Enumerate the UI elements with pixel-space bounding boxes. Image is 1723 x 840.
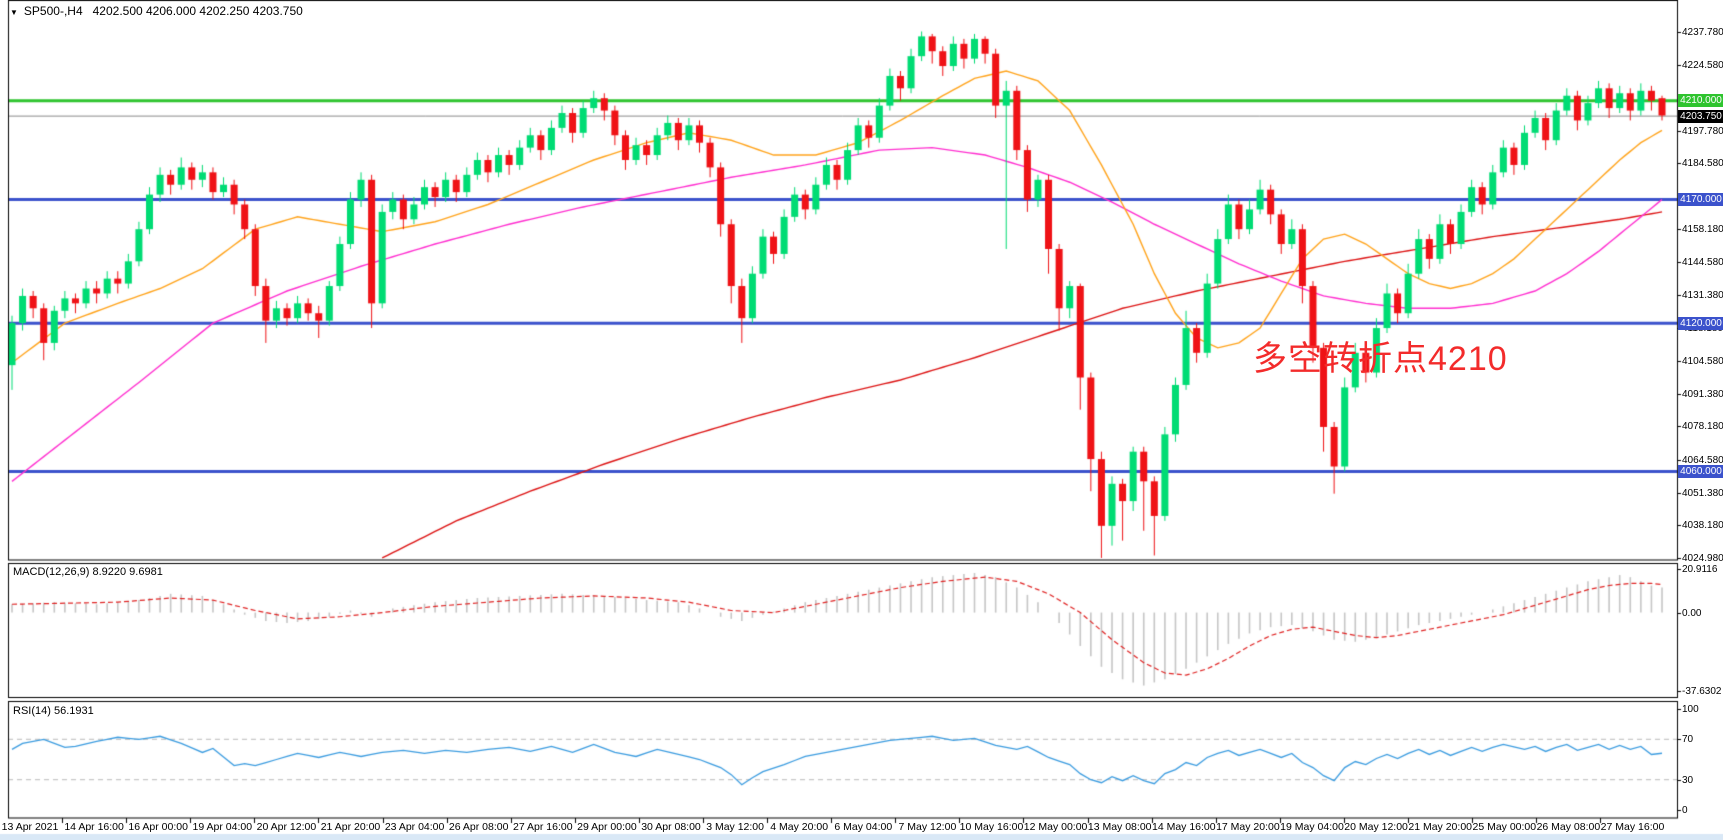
price-axis-tick: 4224.580	[1682, 59, 1723, 71]
time-axis-label: 23 Apr 04:00	[384, 821, 445, 833]
price-axis-tick: 4051.380	[1682, 487, 1723, 499]
time-axis-label: 16 Apr 00:00	[128, 821, 188, 833]
rsi-indicator-label: RSI(14) 56.1931	[13, 705, 94, 717]
time-axis-label: 7 May 12:00	[898, 821, 957, 833]
level-price-tag[interactable]: 4060.000	[1678, 464, 1723, 478]
time-axis-label: 21 Apr 20:00	[320, 821, 381, 833]
time-axis-label: 25 May 00:00	[1472, 821, 1537, 833]
time-axis-label: 29 Apr 00:00	[577, 821, 637, 833]
macd-axis-tick: 20.9116	[1682, 564, 1718, 576]
rsi-axis-tick: 0	[1682, 805, 1688, 816]
level-price-tag[interactable]: 4170.000	[1678, 193, 1723, 207]
price-axis-tick: 4078.180	[1682, 421, 1723, 433]
macd-axis-tick: 0.00	[1682, 607, 1702, 619]
time-axis-label: 12 May 00:00	[1023, 821, 1088, 833]
price-axis-tick: 4237.780	[1682, 27, 1723, 38]
time-axis-label: 27 May 16:00	[1600, 821, 1665, 833]
level-price-tag[interactable]: 4210.000	[1678, 94, 1723, 108]
time-axis-label: 17 May 20:00	[1216, 821, 1280, 833]
time-axis-label: 20 May 12:00	[1344, 821, 1408, 833]
current-price-tag[interactable]: 4203.750	[1678, 109, 1723, 123]
time-axis-label: 26 May 08:00	[1536, 821, 1601, 833]
price-axis-tick: 4104.580	[1682, 356, 1723, 368]
time-axis-label: 3 May 12:00	[706, 821, 764, 833]
level-price-tag[interactable]: 4120.000	[1678, 316, 1723, 330]
rsi-axis-tick: 30	[1682, 774, 1694, 786]
ohlc-values: 4202.500 4206.000 4202.250 4203.750	[92, 4, 303, 18]
rsi-axis-tick: 100	[1682, 704, 1699, 715]
chart-header: ▼ SP500-,H4 4202.500 4206.000 4202.250 420…	[10, 4, 303, 18]
time-axis-label: 20 Apr 12:00	[256, 821, 317, 833]
price-axis-tick: 4184.580	[1682, 158, 1723, 170]
symbol-dropdown-icon[interactable]: ▼	[10, 8, 18, 17]
time-axis-label: 27 Apr 16:00	[513, 821, 573, 833]
time-axis-label: 13 May 08:00	[1087, 821, 1152, 833]
rsi-axis-tick: 70	[1682, 734, 1694, 746]
time-axis-label: 6 May 04:00	[834, 821, 893, 833]
price-axis-tick: 4197.780	[1682, 125, 1723, 137]
time-axis-label: 21 May 20:00	[1408, 821, 1473, 833]
price-axis-tick: 4024.980	[1682, 552, 1723, 564]
price-axis-tick: 4144.580	[1682, 257, 1723, 269]
time-axis-label: 13 Apr 2021	[1, 821, 59, 833]
time-axis-label: 10 May 16:00	[959, 821, 1024, 833]
price-axis-tick: 4064.580	[1682, 455, 1723, 467]
time-axis-label: 14 Apr 16:00	[64, 821, 124, 833]
price-axis-tick: 4158.180	[1682, 223, 1723, 235]
time-axis-label: 19 Apr 04:00	[192, 821, 253, 833]
symbol-timeframe-title: SP500-,H4	[23, 4, 83, 18]
time-axis-label: 19 May 04:00	[1280, 821, 1344, 833]
time-axis-label: 14 May 16:00	[1151, 821, 1216, 833]
price-axis-tick: 4091.380	[1682, 388, 1723, 400]
macd-axis-tick: -37.6302	[1682, 686, 1722, 698]
price-axis-tick: 4131.380	[1682, 289, 1723, 301]
price-axis-tick: 4038.180	[1682, 520, 1723, 532]
time-axis-label: 26 Apr 08:00	[448, 821, 509, 833]
time-axis-label: 4 May 20:00	[770, 821, 829, 833]
macd-indicator-label: MACD(12,26,9) 8.9220 9.6981	[13, 566, 163, 578]
price-annotation-text: 多空转折点4210	[1253, 340, 1508, 378]
time-axis-label: 30 Apr 08:00	[641, 821, 701, 833]
